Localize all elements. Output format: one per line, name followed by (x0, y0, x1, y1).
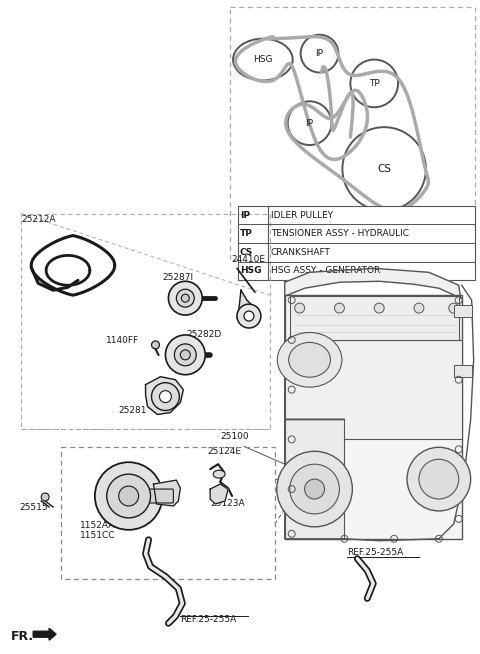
Bar (285, 419, 344, 539)
Circle shape (407, 447, 471, 511)
Text: 25212A: 25212A (21, 215, 56, 224)
Text: CS: CS (377, 164, 391, 174)
Circle shape (152, 383, 180, 411)
Bar (285, 295, 462, 539)
Text: TP: TP (369, 79, 380, 88)
Circle shape (176, 289, 194, 307)
Text: 1152AA: 1152AA (80, 521, 115, 530)
Circle shape (374, 303, 384, 313)
Bar (285, 340, 462, 439)
Text: FR.: FR. (12, 630, 35, 643)
Circle shape (119, 486, 139, 506)
Circle shape (152, 341, 159, 349)
Circle shape (168, 281, 202, 315)
Text: TENSIONER ASSY - HYDRAULIC: TENSIONER ASSY - HYDRAULIC (271, 229, 409, 238)
Text: HSG ASSY - GENERATOR: HSG ASSY - GENERATOR (271, 266, 380, 275)
Text: 25100: 25100 (220, 432, 249, 441)
Circle shape (181, 294, 189, 302)
Text: 1140FF: 1140FF (106, 336, 139, 345)
Circle shape (95, 462, 162, 530)
Text: IP: IP (306, 118, 313, 128)
Text: IP: IP (315, 49, 324, 58)
Text: TP: TP (240, 229, 253, 238)
Bar (290, 296, 459, 340)
Circle shape (166, 335, 205, 375)
Bar (454, 365, 472, 377)
Circle shape (107, 474, 151, 518)
Polygon shape (237, 290, 259, 324)
Circle shape (305, 479, 324, 499)
Ellipse shape (288, 343, 330, 377)
Circle shape (414, 303, 424, 313)
Circle shape (335, 303, 344, 313)
Circle shape (180, 350, 190, 360)
Text: HSG: HSG (253, 55, 273, 64)
Polygon shape (145, 377, 183, 415)
Polygon shape (154, 480, 180, 506)
Circle shape (244, 311, 254, 321)
Polygon shape (210, 484, 228, 504)
Ellipse shape (277, 332, 342, 387)
Circle shape (290, 464, 339, 514)
Text: 25281: 25281 (119, 405, 147, 415)
Polygon shape (33, 628, 56, 640)
Text: REF.25-255A: REF.25-255A (180, 615, 237, 625)
Ellipse shape (213, 470, 225, 478)
Circle shape (159, 390, 171, 403)
Text: 25123A: 25123A (210, 499, 245, 508)
Text: CRANKSHAFT: CRANKSHAFT (271, 248, 331, 257)
Polygon shape (285, 268, 461, 298)
Text: CS: CS (240, 248, 253, 257)
Circle shape (237, 304, 261, 328)
Text: 1151CC: 1151CC (80, 531, 115, 540)
Circle shape (174, 344, 196, 366)
Circle shape (41, 493, 49, 501)
Text: 25124E: 25124E (207, 447, 241, 456)
FancyBboxPatch shape (150, 489, 173, 503)
Bar (61, 447, 275, 579)
Text: REF.25-255A: REF.25-255A (348, 547, 404, 557)
Bar (454, 305, 472, 317)
Circle shape (449, 303, 459, 313)
Text: 25287I: 25287I (162, 273, 193, 283)
Circle shape (295, 303, 305, 313)
Text: IDLER PULLEY: IDLER PULLEY (271, 211, 333, 220)
Text: HSG: HSG (240, 266, 262, 275)
Text: 24410E: 24410E (231, 255, 265, 264)
Text: 25515: 25515 (19, 503, 48, 512)
Bar (230, 7, 475, 260)
Text: IP: IP (240, 211, 250, 220)
Text: 25282D: 25282D (186, 330, 222, 339)
Circle shape (277, 451, 352, 527)
Bar (238, 206, 475, 281)
Circle shape (419, 459, 459, 499)
